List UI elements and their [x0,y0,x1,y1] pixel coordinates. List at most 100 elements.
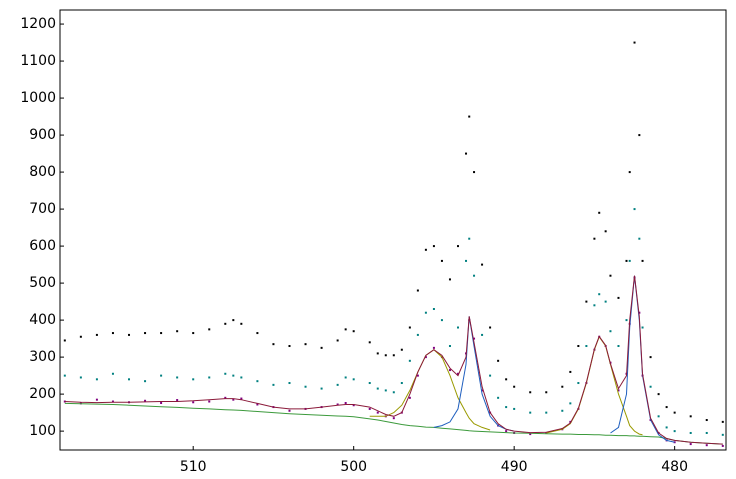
data-point [336,403,339,406]
data-point [545,391,548,394]
data-point [79,335,82,338]
data-point [529,391,532,394]
data-point [497,359,500,362]
data-point [513,407,516,410]
y-tick-label: 500 [29,275,56,291]
data-point [208,400,211,403]
data-point [336,383,339,386]
data-point [505,406,508,409]
data-point [344,402,347,405]
data-point [416,333,419,336]
data-point [641,326,644,329]
data-point [432,245,435,248]
data-point [673,411,676,414]
data-point [448,278,451,281]
data-point [432,308,435,311]
data-point [111,400,114,403]
data-point [481,333,484,336]
data-point [641,259,644,262]
data-point [617,389,620,392]
data-point [384,354,387,357]
data-point [368,341,371,344]
data-point [569,420,572,423]
data-point [111,372,114,375]
data-point [63,339,66,342]
data-point [689,415,692,418]
data-point [625,259,628,262]
y-tick-label: 900 [29,127,56,143]
data-point [673,430,676,433]
data-point [505,378,508,381]
fit-line [64,275,723,445]
data-point [432,346,435,349]
data-point [689,431,692,434]
data-point [513,385,516,388]
data-point [320,346,323,349]
data-point [288,382,291,385]
data-point [408,326,411,329]
data-point [304,385,307,388]
data-point [400,382,403,385]
data-point [424,248,427,251]
data-point [617,296,620,299]
x-tick-label: 510 [180,459,207,475]
data-point [673,441,676,444]
data-point [585,300,588,303]
data-point [392,354,395,357]
data-point [352,404,355,407]
data-point [456,372,459,375]
data-point [392,417,395,420]
data-point [593,237,596,240]
data-point [561,409,564,412]
data-point [424,311,427,314]
data-point [625,319,628,322]
data-point [240,322,243,325]
data-point [63,374,66,377]
data-point [376,387,379,390]
data-point [304,343,307,346]
data-point [505,430,508,433]
y-tick-label: 400 [29,312,56,328]
data-point [585,345,588,348]
data-point [176,330,179,333]
data-point [95,333,98,336]
data-point [481,263,484,266]
data-point [384,389,387,392]
data-point [665,406,668,409]
data-point [473,274,476,277]
data-point [665,426,668,429]
data-point [705,419,708,422]
data-point [256,403,259,406]
data-point [208,376,211,379]
data-point [598,293,601,296]
data-point [376,352,379,355]
data-point [617,345,620,348]
data-point [95,398,98,401]
data-point [638,134,641,137]
data-point [368,382,371,385]
data-point [272,383,275,386]
data-point [448,345,451,348]
data-point [160,402,163,405]
data-point [320,387,323,390]
data-point [240,376,243,379]
data-point [352,330,355,333]
fit-line [64,402,723,445]
data-point [416,374,419,377]
data-point [192,401,195,404]
data-point [224,396,227,399]
data-point [604,300,607,303]
data-point [481,389,484,392]
data-point [456,326,459,329]
data-point [192,378,195,381]
data-point [593,304,596,307]
y-tick-label: 1100 [20,53,56,69]
data-point [468,237,471,240]
data-point [376,411,379,414]
data-point [408,359,411,362]
data-point [400,348,403,351]
data-point [577,382,580,385]
data-point [638,237,641,240]
x-tick-label: 500 [340,459,367,475]
